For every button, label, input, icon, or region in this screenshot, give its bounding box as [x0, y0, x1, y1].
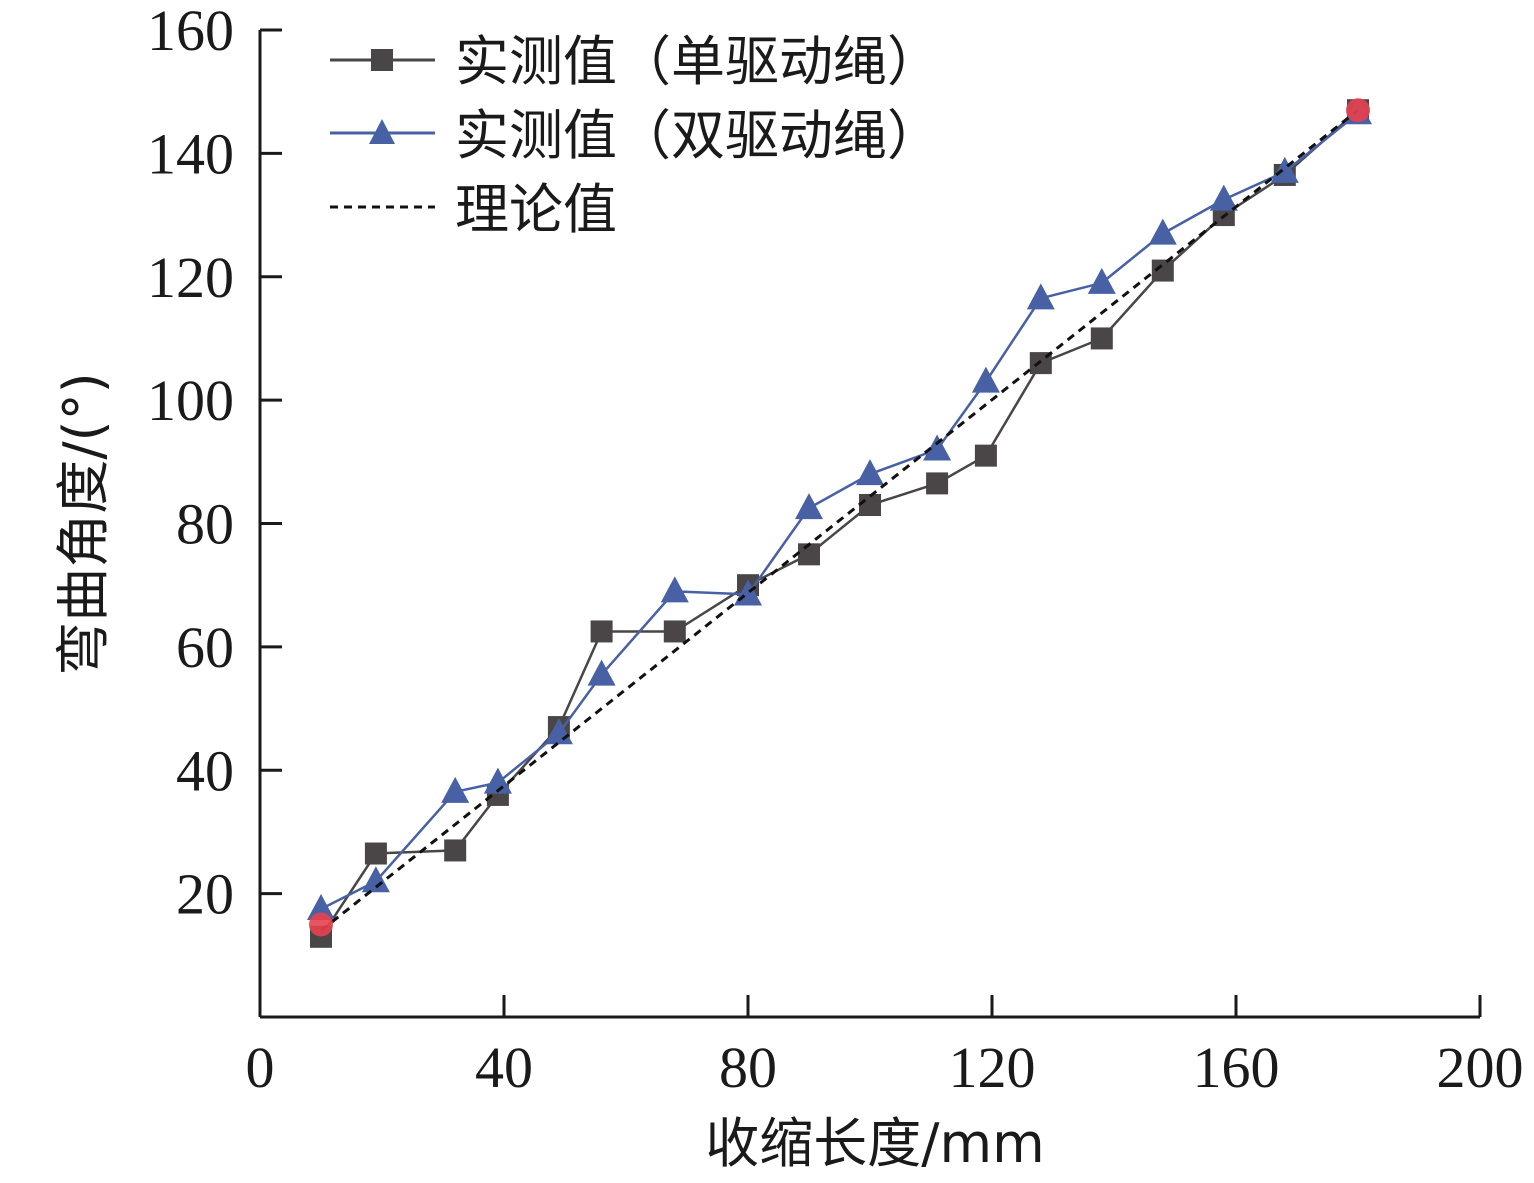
y-tick-label: 40	[176, 738, 234, 803]
data-point-square	[444, 839, 467, 862]
y-tick-label: 160	[147, 0, 234, 63]
data-point-square	[364, 842, 387, 865]
data-point-square	[590, 620, 613, 643]
y-tick-label: 140	[147, 121, 234, 186]
data-point-triangle	[660, 576, 689, 603]
series-2	[307, 98, 1372, 921]
x-tick-label: 80	[719, 1035, 777, 1100]
legend-label-theory: 理论值	[455, 178, 617, 241]
data-point-square	[974, 444, 997, 467]
data-point-square	[926, 472, 949, 495]
data-point-triangle	[795, 493, 823, 520]
x-tick-label: 120	[949, 1035, 1036, 1100]
series	[307, 98, 1372, 948]
x-tick-label: 200	[1437, 1035, 1524, 1100]
data-point-triangle	[856, 459, 884, 486]
data-point-square	[859, 493, 881, 516]
data-point-triangle	[1209, 184, 1238, 211]
y-tick-label: 60	[176, 615, 234, 680]
data-point-triangle	[923, 434, 952, 461]
data-point-triangle	[1026, 283, 1055, 310]
legend-label-single: 实测值（单驱动绳）	[455, 30, 941, 93]
series-line	[320, 109, 1359, 932]
axes	[258, 30, 1480, 1019]
y-tick-label: 120	[147, 245, 234, 310]
data-point-triangle	[587, 659, 616, 686]
data-point-triangle	[307, 894, 335, 921]
ticks: 0 40 80 120 160 200 20 40 60 80 100 120 140 160	[147, 0, 1524, 1100]
y-tick-label: 80	[176, 492, 234, 557]
data-point-square	[1151, 259, 1174, 282]
legend-label-double: 实测值（双驱动绳）	[455, 104, 941, 167]
legend: 实测值（单驱动绳） 实测值（双驱动绳） 理论值	[330, 30, 941, 241]
data-point-square	[1090, 327, 1113, 350]
data-point-triangle	[483, 767, 512, 794]
data-point-triangle	[361, 866, 390, 893]
data-point-triangle	[1148, 218, 1177, 245]
y-tick-label: 100	[147, 368, 234, 433]
data-point-square	[663, 620, 686, 643]
x-tick-label: 160	[1193, 1035, 1280, 1100]
x-axis-title: 收缩长度/mm	[705, 1112, 1044, 1175]
data-point-triangle	[1270, 156, 1299, 183]
legend-entry-theory: 理论值	[330, 178, 617, 241]
x-tick-label: 0	[246, 1035, 275, 1100]
data-point-triangle	[441, 776, 470, 803]
highlight-point	[309, 912, 333, 937]
legend-entry-single: 实测值（单驱动绳）	[330, 30, 941, 93]
data-point-triangle	[1087, 267, 1116, 294]
y-axis-title: 弯曲角度/(°)	[52, 372, 115, 675]
x-tick-label: 40	[475, 1035, 533, 1100]
highlight-point	[1346, 98, 1370, 123]
data-point-triangle	[971, 366, 1000, 393]
legend-swatch-double-marker	[369, 119, 395, 144]
legend-swatch-single-marker	[371, 49, 393, 71]
series-3	[320, 109, 1359, 932]
data-point-square	[798, 543, 820, 566]
legend-entry-double: 实测值（双驱动绳）	[330, 104, 941, 167]
y-tick-label: 20	[176, 862, 234, 927]
